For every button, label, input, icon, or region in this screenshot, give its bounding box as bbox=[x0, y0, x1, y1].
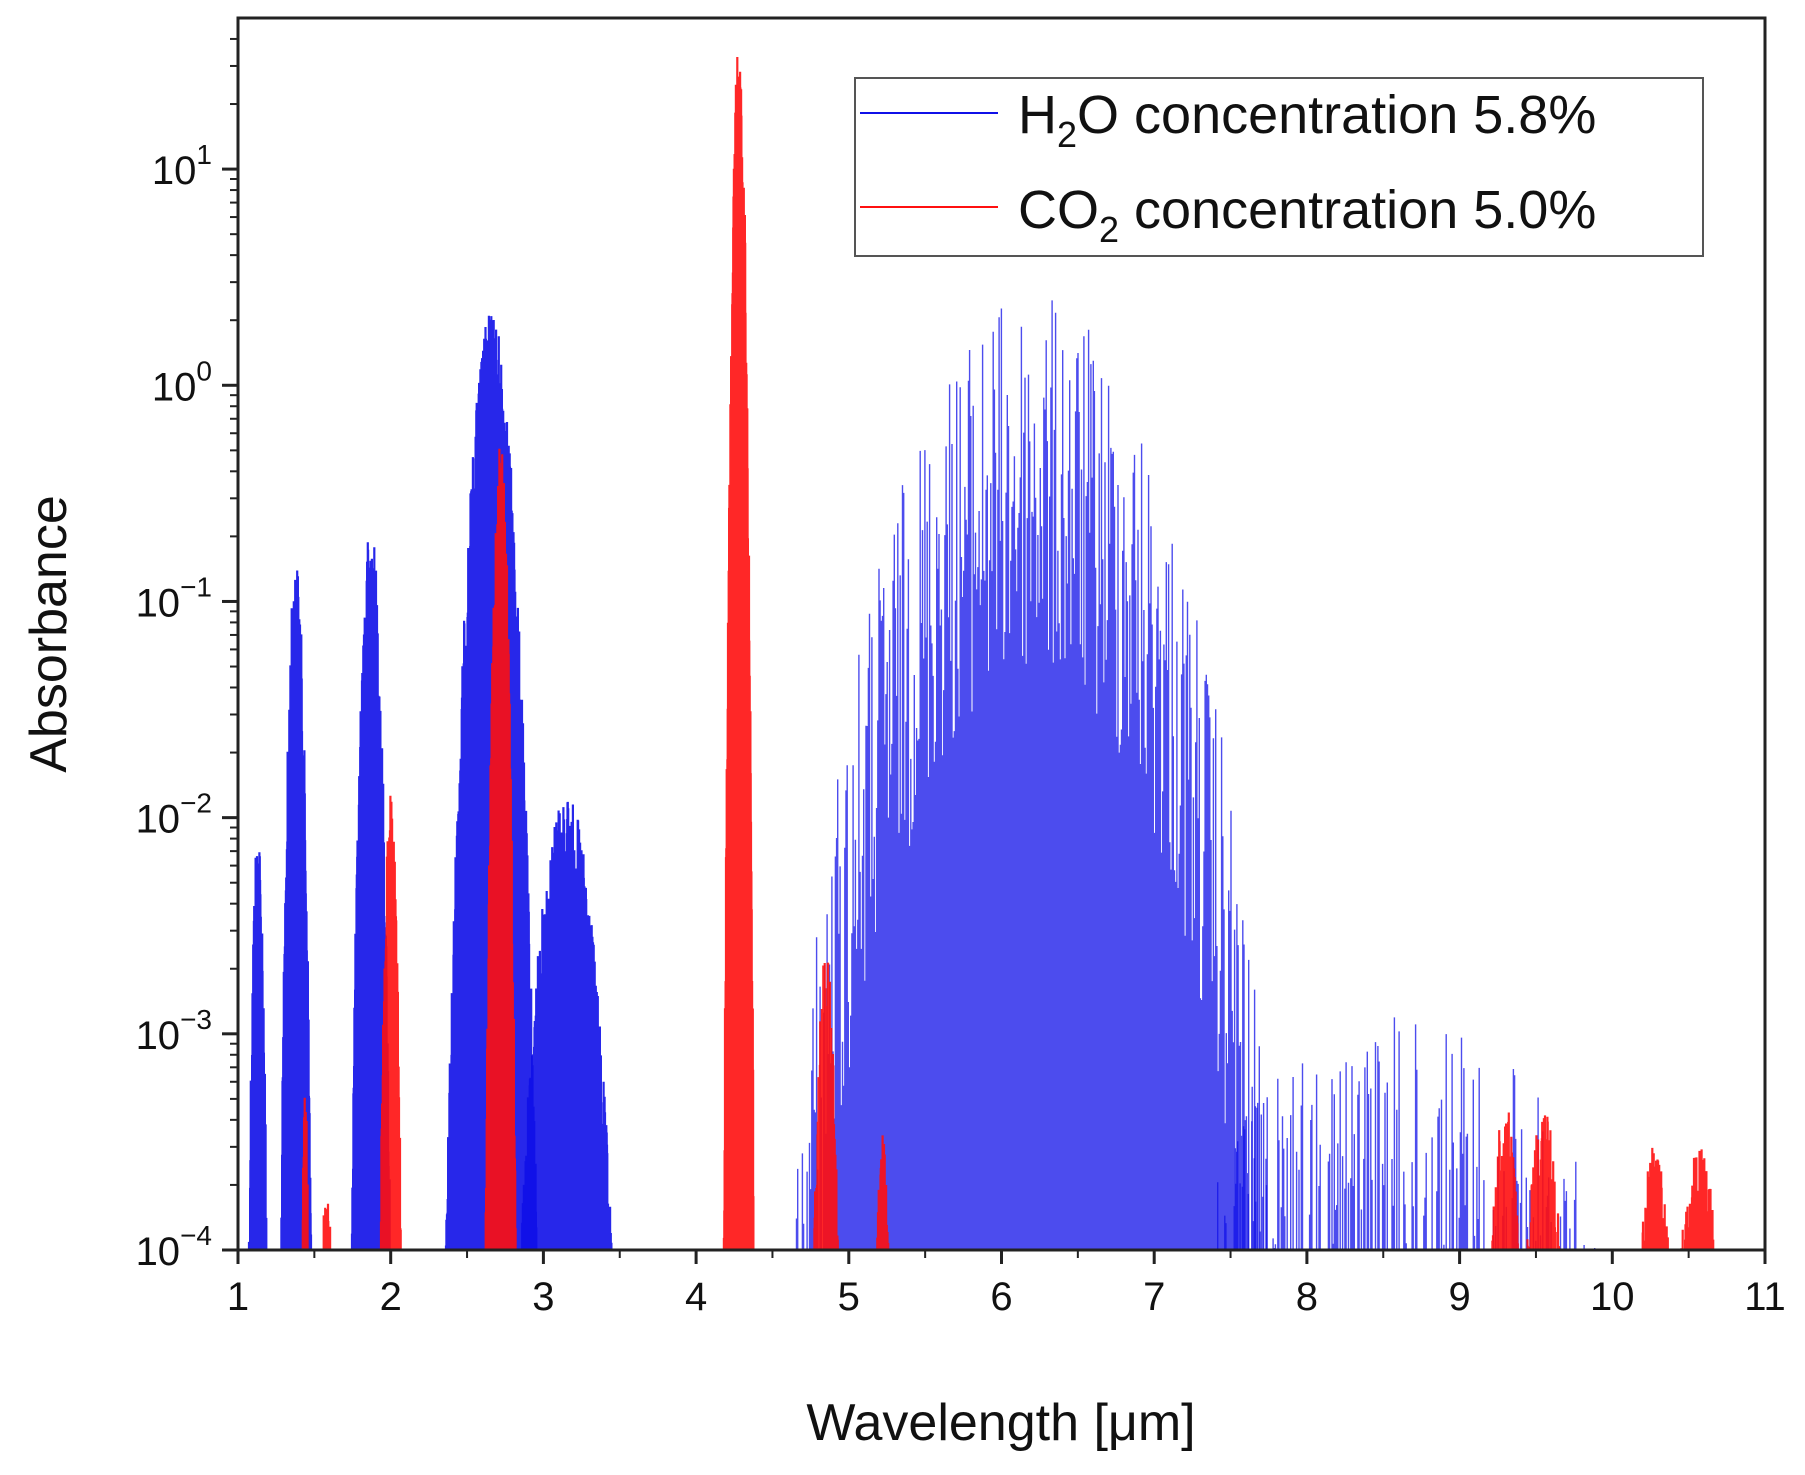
legend: H2O concentration 5.8% CO2 concentration… bbox=[854, 77, 1704, 257]
legend-label-h2o: H2O concentration 5.8% bbox=[1018, 85, 1596, 155]
y-tick-label: 10−1 bbox=[136, 571, 212, 625]
band-0-0 bbox=[247, 852, 268, 1250]
band-0-5 bbox=[795, 300, 1268, 1250]
y-tick-label: 10−3 bbox=[136, 1004, 212, 1058]
x-tick-label: 10 bbox=[1590, 1275, 1635, 1319]
band-1-10 bbox=[1680, 1149, 1715, 1250]
band-0-1 bbox=[280, 570, 313, 1250]
x-tick-label: 7 bbox=[1143, 1275, 1165, 1319]
band-0-4 bbox=[521, 801, 613, 1250]
x-tick-label: 9 bbox=[1448, 1275, 1470, 1319]
y-tick-label: 10−2 bbox=[136, 788, 212, 842]
x-tick-label: 5 bbox=[838, 1275, 860, 1319]
x-tick-label: 11 bbox=[1744, 1275, 1786, 1319]
band-1-9 bbox=[1641, 1147, 1669, 1250]
band-1-5 bbox=[813, 962, 839, 1250]
series-layer bbox=[247, 57, 1715, 1250]
x-tick-label: 6 bbox=[990, 1275, 1012, 1319]
legend-label-co2: CO2 concentration 5.0% bbox=[1018, 180, 1596, 250]
x-tick-label: 4 bbox=[685, 1275, 707, 1319]
y-axis-label: Absorbance bbox=[20, 495, 78, 773]
x-tick-label: 2 bbox=[380, 1275, 402, 1319]
band-1-7 bbox=[1491, 1112, 1520, 1250]
x-tick-label: 3 bbox=[532, 1275, 554, 1319]
band-1-8 bbox=[1526, 1115, 1561, 1250]
band-1-4 bbox=[722, 57, 755, 1250]
series-1 bbox=[301, 57, 1715, 1250]
y-tick-label: 100 bbox=[152, 355, 212, 409]
series-0 bbox=[247, 300, 1596, 1250]
y-tick-label: 10−4 bbox=[136, 1220, 212, 1274]
y-tick-label: 101 bbox=[152, 139, 212, 193]
band-1-1 bbox=[322, 1203, 332, 1250]
x-axis: 1 2 3 4 5 6 7 8 9 10 11 bbox=[227, 1250, 1786, 1319]
band-1-0 bbox=[301, 1097, 309, 1250]
band-1-3 bbox=[484, 448, 517, 1250]
band-1-2 bbox=[379, 795, 402, 1250]
x-tick-label: 8 bbox=[1296, 1275, 1318, 1319]
legend-box bbox=[854, 77, 1704, 257]
x-axis-label: Wavelength [μm] bbox=[806, 1394, 1195, 1452]
y-axis: 101 100 10−1 10−2 10−3 10−4 bbox=[136, 37, 238, 1274]
x-tick-label: 1 bbox=[227, 1275, 249, 1319]
